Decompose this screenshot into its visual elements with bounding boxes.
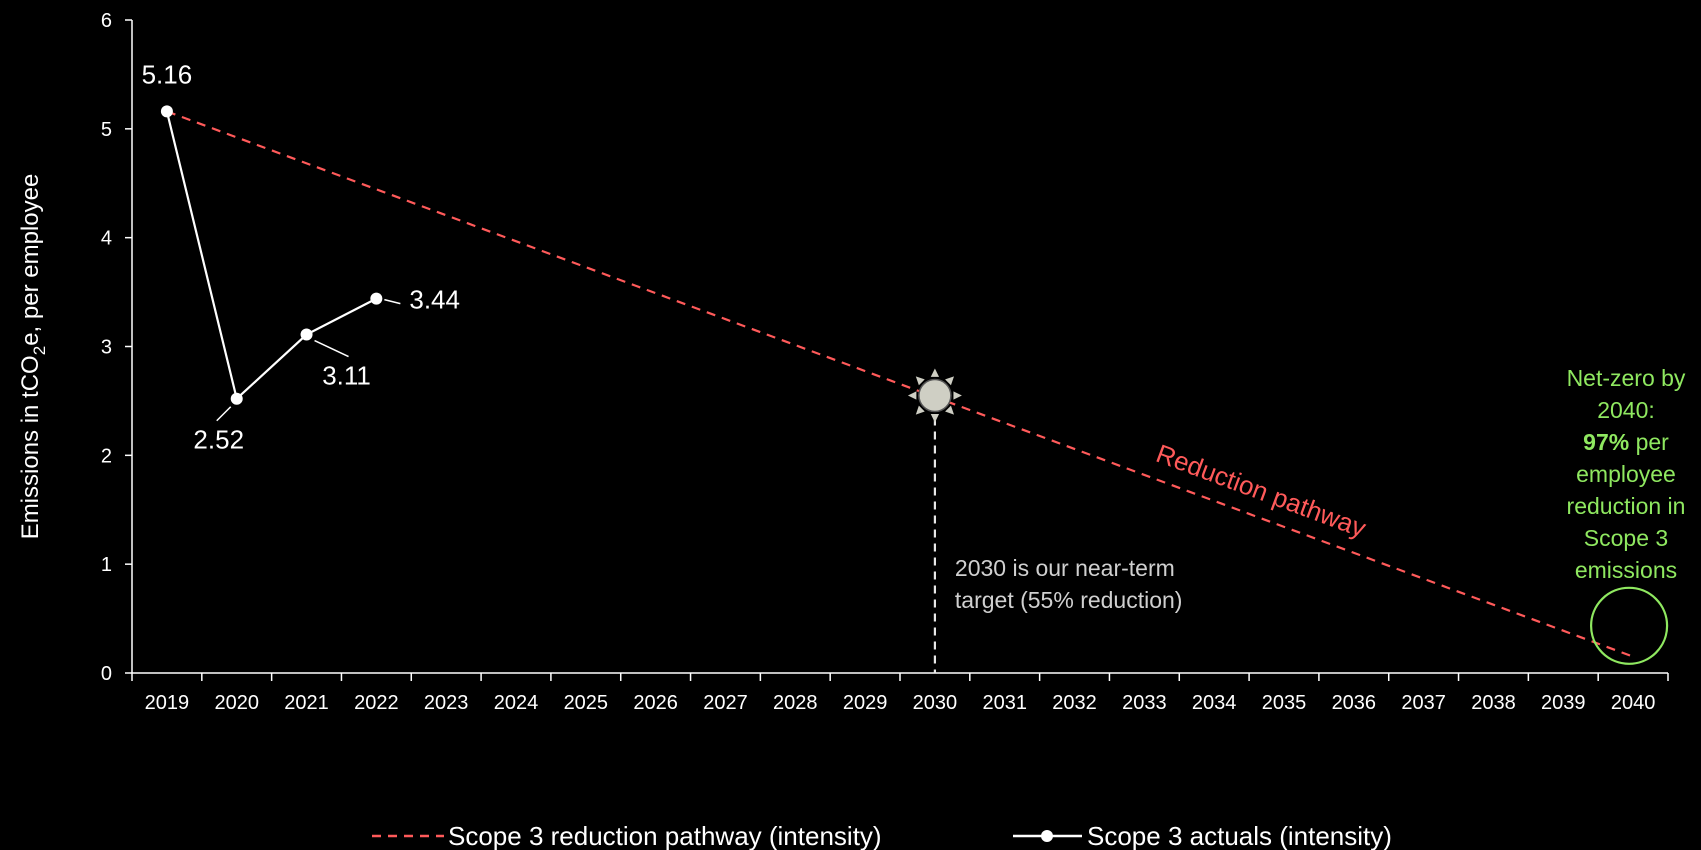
x-tick-label: 2037 bbox=[1401, 692, 1446, 714]
x-tick-label: 2038 bbox=[1471, 692, 1516, 714]
x-tick-label: 2025 bbox=[564, 692, 609, 714]
net-zero-line: emissions bbox=[1575, 557, 1677, 583]
x-tick-label: 2027 bbox=[703, 692, 748, 714]
near-term-annotation-line: target (55% reduction) bbox=[955, 587, 1183, 613]
tick-labels: 0 1 2 3 4 5 6 2019 2020 2021 2022 2023 2024 2025 2026 2… bbox=[101, 10, 1655, 714]
net-zero-line: Scope 3 bbox=[1584, 525, 1668, 551]
x-tick-label: 2028 bbox=[773, 692, 818, 714]
legend: Scope 3 reduction pathway (intensity) Sco… bbox=[372, 821, 1392, 850]
data-label: 3.11 bbox=[322, 361, 371, 391]
sun-ray bbox=[953, 391, 962, 400]
y-tick-label: 0 bbox=[101, 663, 112, 685]
legend-label-pathway: Scope 3 reduction pathway (intensity) bbox=[448, 821, 882, 850]
sun-ray bbox=[915, 405, 925, 415]
net-zero-line: Net-zero by bbox=[1567, 365, 1686, 391]
actuals-point bbox=[160, 105, 173, 118]
chart-marks bbox=[160, 105, 1669, 673]
x-tick-label: 2023 bbox=[424, 692, 469, 714]
sun-ray bbox=[945, 405, 955, 415]
y-tick-label: 6 bbox=[101, 10, 112, 32]
x-tick-label: 2039 bbox=[1541, 692, 1586, 714]
data-label: 3.44 bbox=[409, 285, 460, 315]
y-tick-label: 4 bbox=[101, 228, 112, 250]
x-tick-label: 2033 bbox=[1122, 692, 1167, 714]
x-tick-label: 2020 bbox=[214, 692, 259, 714]
sun-ray bbox=[930, 414, 940, 423]
x-tick-label: 2035 bbox=[1262, 692, 1307, 714]
y-tick-label: 3 bbox=[101, 337, 112, 359]
y-axis-label-part: Emissions in tCO bbox=[17, 355, 44, 539]
x-tick-label: 2034 bbox=[1192, 692, 1237, 714]
x-tick-label: 2040 bbox=[1611, 692, 1656, 714]
pathway-line bbox=[166, 110, 1634, 658]
y-axis-label: Emissions in tCO2e, per employee bbox=[17, 174, 49, 540]
data-label: 2.52 bbox=[193, 425, 244, 455]
x-tick-label: 2031 bbox=[982, 692, 1027, 714]
net-zero-line-suffix: per bbox=[1629, 429, 1669, 455]
net-zero-circle bbox=[1589, 586, 1669, 665]
near-term-annotation-line: 2030 is our near-term bbox=[955, 555, 1175, 581]
net-zero-line: 97% per bbox=[1583, 429, 1669, 455]
pathway-label: Reduction pathway bbox=[1152, 438, 1370, 543]
x-tick-label: 2036 bbox=[1332, 692, 1377, 714]
y-axis-label-part: e, per employee bbox=[17, 174, 44, 346]
y-tick-label: 5 bbox=[101, 119, 112, 141]
x-tick-label: 2026 bbox=[633, 692, 678, 714]
data-label-leader bbox=[384, 298, 401, 305]
data-label: 5.16 bbox=[142, 59, 193, 89]
x-tick-label: 2019 bbox=[145, 692, 190, 714]
actuals-point bbox=[300, 328, 313, 341]
sun-icon bbox=[907, 368, 962, 423]
net-zero-line: employee bbox=[1576, 461, 1676, 487]
net-zero-line: reduction in bbox=[1567, 493, 1686, 519]
actuals-point bbox=[370, 292, 383, 305]
net-zero-line: 2040: bbox=[1597, 397, 1655, 423]
y-tick-label: 2 bbox=[101, 445, 112, 467]
sun-ray bbox=[930, 368, 940, 377]
x-tick-label: 2032 bbox=[1052, 692, 1097, 714]
legend-swatch-actuals-marker bbox=[1041, 830, 1053, 842]
actuals-line bbox=[165, 111, 377, 401]
x-tick-label: 2021 bbox=[284, 692, 329, 714]
x-tick-label: 2024 bbox=[494, 692, 539, 714]
actuals-point bbox=[230, 392, 243, 405]
x-tick-label: 2022 bbox=[354, 692, 399, 714]
legend-label-actuals: Scope 3 actuals (intensity) bbox=[1087, 821, 1392, 850]
sun-ray bbox=[915, 376, 925, 386]
data-label-leader bbox=[314, 339, 349, 358]
x-tick-label: 2030 bbox=[913, 692, 958, 714]
data-label-leader bbox=[216, 406, 232, 422]
net-zero-percent: 97% bbox=[1583, 429, 1629, 455]
y-tick-label: 1 bbox=[101, 554, 112, 576]
x-tick-label: 2029 bbox=[843, 692, 888, 714]
sun-ray bbox=[945, 376, 955, 386]
axes bbox=[125, 19, 1669, 681]
y-axis-label-subscript: 2 bbox=[30, 346, 49, 355]
sun-ray bbox=[907, 391, 917, 400]
chart-labels: Emissions in tCO2e, per employeeReductio… bbox=[17, 59, 1686, 613]
sun-core bbox=[918, 378, 952, 413]
